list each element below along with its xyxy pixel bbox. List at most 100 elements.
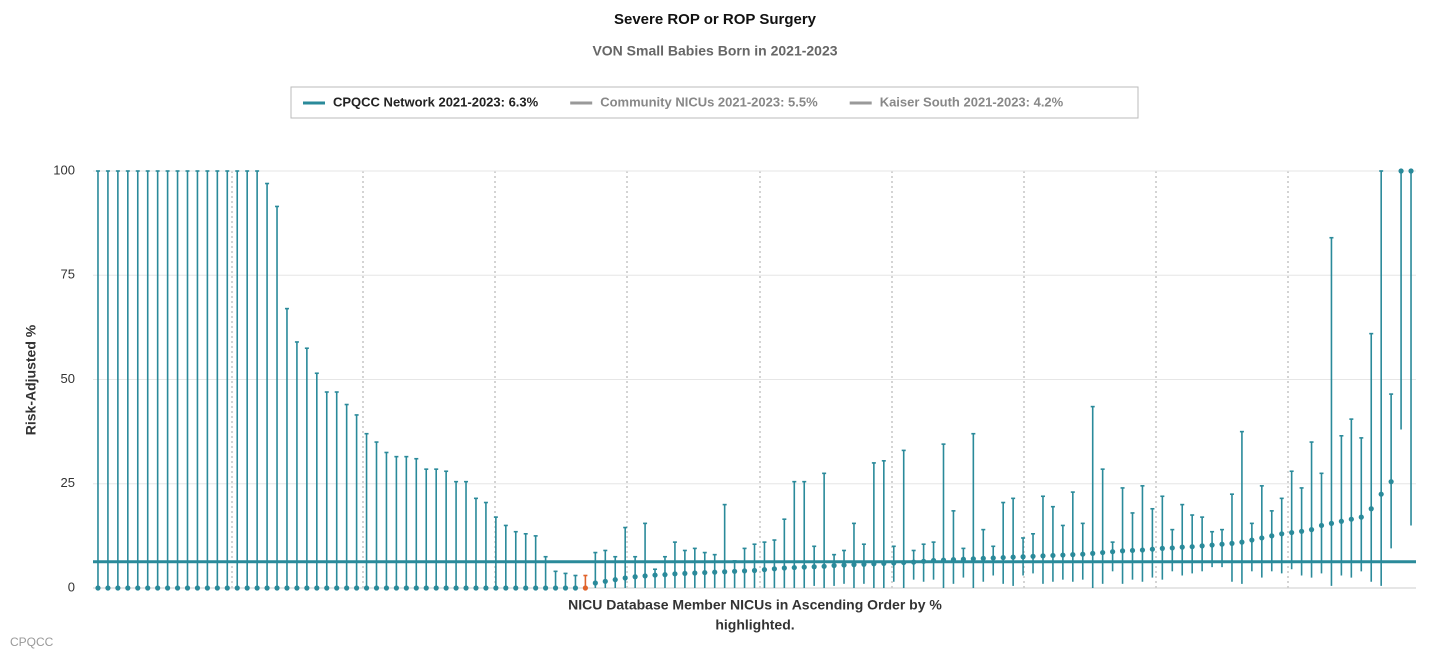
point	[821, 563, 827, 569]
point	[1050, 552, 1056, 559]
point	[1139, 547, 1146, 553]
point	[552, 585, 559, 591]
chart-title: Severe ROP or ROP Surgery	[614, 11, 817, 28]
point	[403, 585, 409, 591]
point	[363, 585, 370, 591]
point	[1239, 539, 1245, 545]
point	[1080, 551, 1086, 557]
point	[741, 568, 748, 574]
point	[1348, 516, 1354, 522]
point	[393, 585, 399, 591]
point	[771, 566, 777, 572]
point	[1060, 552, 1066, 558]
point	[1010, 554, 1016, 560]
point	[622, 575, 628, 581]
point	[1070, 552, 1076, 558]
point	[294, 585, 300, 591]
point	[632, 574, 638, 580]
point	[1408, 168, 1414, 174]
point	[612, 577, 618, 583]
legend-label: CPQCC Network 2021-2023: 6.3%	[333, 94, 539, 109]
point	[284, 585, 290, 591]
point	[513, 585, 519, 591]
x-axis-label: highlighted.	[715, 617, 794, 633]
point	[443, 585, 449, 591]
point	[344, 585, 350, 591]
point	[1219, 541, 1225, 547]
point	[493, 585, 499, 591]
point	[184, 585, 191, 591]
point	[174, 585, 181, 591]
point	[1299, 528, 1305, 534]
point	[1000, 554, 1006, 561]
legend-box	[290, 86, 1139, 119]
point	[254, 585, 260, 591]
point	[1289, 529, 1295, 536]
point	[722, 569, 728, 575]
point	[831, 562, 837, 569]
point	[354, 585, 360, 591]
point	[781, 565, 787, 571]
y-tick-label: 0	[68, 579, 75, 594]
point	[662, 572, 668, 578]
point	[1398, 168, 1404, 174]
y-tick-label: 100	[53, 162, 75, 177]
point	[503, 585, 509, 591]
point	[334, 585, 340, 591]
point	[324, 585, 330, 591]
point	[383, 585, 390, 591]
point	[841, 562, 847, 568]
point	[1249, 537, 1255, 543]
point	[523, 585, 529, 591]
point	[682, 570, 688, 577]
point	[1169, 545, 1175, 551]
point	[204, 585, 210, 591]
point	[642, 573, 648, 579]
point	[980, 555, 986, 561]
point	[970, 556, 976, 562]
point	[1279, 531, 1285, 537]
point	[214, 585, 220, 591]
point	[105, 585, 111, 591]
point	[1090, 550, 1096, 556]
point	[1159, 545, 1165, 551]
point	[1358, 514, 1364, 520]
point	[562, 585, 569, 591]
point	[1100, 549, 1106, 556]
legend-label: Kaiser South 2021-2023: 4.2%	[880, 94, 1064, 109]
point	[1199, 543, 1205, 549]
y-tick-label: 75	[61, 267, 75, 282]
y-axis-label: Risk-Adjusted %	[23, 324, 39, 435]
point	[1149, 546, 1155, 552]
point	[483, 585, 489, 591]
point	[533, 585, 539, 591]
point	[1189, 544, 1195, 550]
point	[761, 567, 768, 573]
point	[1229, 540, 1235, 546]
point	[1328, 520, 1335, 526]
point	[1209, 542, 1215, 548]
point	[1110, 549, 1116, 555]
point	[433, 585, 439, 591]
point	[274, 585, 280, 591]
point	[224, 585, 230, 591]
point	[990, 555, 996, 561]
point	[244, 585, 250, 591]
point	[751, 567, 758, 574]
y-tick-label: 25	[61, 475, 75, 490]
point	[145, 585, 151, 591]
point	[1338, 518, 1344, 524]
point	[692, 570, 698, 576]
point	[582, 585, 588, 591]
point	[1318, 522, 1325, 529]
point	[851, 562, 857, 568]
point	[234, 585, 240, 591]
x-axis-label: NICU Database Member NICUs in Ascending …	[568, 597, 942, 613]
point	[423, 585, 429, 591]
point	[791, 564, 797, 571]
point	[592, 580, 598, 586]
point	[1388, 479, 1394, 485]
point	[165, 585, 171, 591]
point	[1040, 553, 1046, 559]
point	[264, 585, 270, 591]
